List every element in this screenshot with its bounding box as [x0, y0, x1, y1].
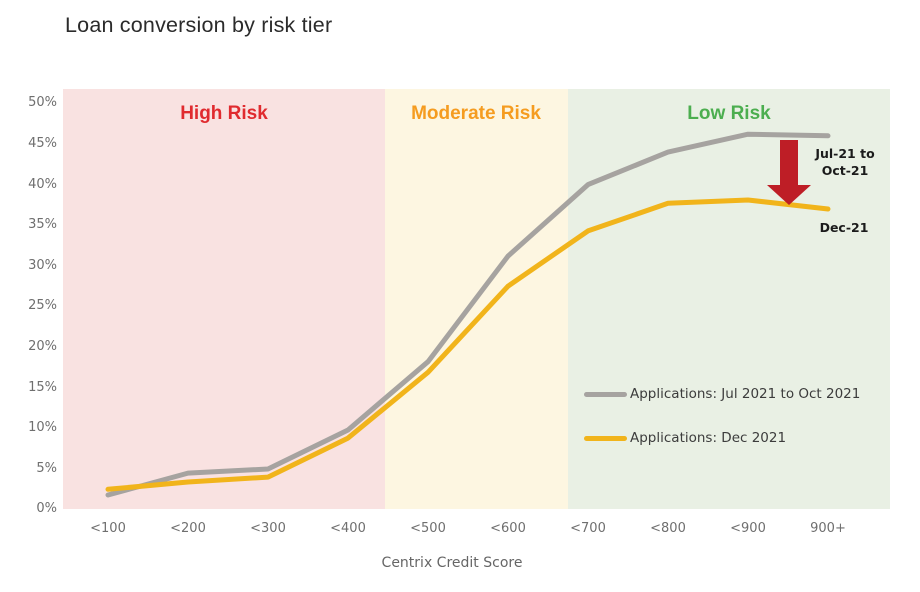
y-axis-tick-label: 0%	[36, 501, 57, 516]
legend-swatch-yellow-line-icon	[584, 435, 627, 441]
legend-item-jul-oct-2021: Applications: Jul 2021 to Oct 2021	[584, 386, 860, 402]
annotation-jul-oct-line1: Jul-21 to	[814, 146, 875, 161]
legend-label: Applications: Jul 2021 to Oct 2021	[630, 386, 861, 402]
series-line-jul-oct-2021	[105, 131, 831, 498]
y-axis-tick-label: 5%	[36, 461, 57, 476]
series-line-dec-2021	[105, 197, 831, 492]
x-axis-tick-label: <700	[570, 521, 606, 536]
legend-label: Applications: Dec 2021	[630, 430, 787, 446]
x-axis-tick-label: 900+	[810, 521, 846, 536]
zone-label-low-risk: Low Risk	[687, 103, 771, 124]
x-axis-tick-label: <400	[330, 521, 366, 536]
decline-arrow-icon	[767, 140, 811, 205]
y-axis-tick-label: 50%	[28, 95, 57, 110]
x-axis-tick-label: <100	[90, 521, 126, 536]
y-axis-tick-label: 30%	[28, 258, 57, 273]
y-axis-tick-label: 25%	[28, 298, 57, 313]
y-axis-tick-label: 35%	[28, 217, 57, 232]
x-axis-tick-label: <800	[650, 521, 686, 536]
chart-title: Loan conversion by risk tier	[65, 13, 333, 37]
x-axis-tick-label: <300	[250, 521, 286, 536]
legend-swatch-gray-line-icon	[584, 391, 627, 397]
x-axis-tick-label: <500	[410, 521, 446, 536]
x-axis: <100 <200 <300 <400 <500 <600 <700 <800 …	[90, 521, 846, 536]
x-axis-tick-label: <600	[490, 521, 526, 536]
x-axis-title: Centrix Credit Score	[382, 555, 523, 571]
y-axis-tick-label: 45%	[28, 136, 57, 151]
y-axis-tick-label: 40%	[28, 177, 57, 192]
zone-label-high-risk: High Risk	[180, 103, 268, 124]
zone-label-moderate-risk: Moderate Risk	[411, 103, 541, 124]
y-axis-tick-label: 20%	[28, 339, 57, 354]
legend-item-dec-2021: Applications: Dec 2021	[584, 430, 786, 446]
x-axis-tick-label: <200	[170, 521, 206, 536]
x-axis-tick-label: <900	[730, 521, 766, 536]
y-axis-tick-label: 10%	[28, 420, 57, 435]
y-axis-tick-label: 15%	[28, 380, 57, 395]
y-axis: 0% 5% 10% 15% 20% 25% 30% 35% 40% 45% 50…	[28, 95, 57, 516]
annotation-jul-oct-line2: Oct-21	[822, 163, 869, 178]
annotation-dec-21: Dec-21	[820, 220, 869, 235]
